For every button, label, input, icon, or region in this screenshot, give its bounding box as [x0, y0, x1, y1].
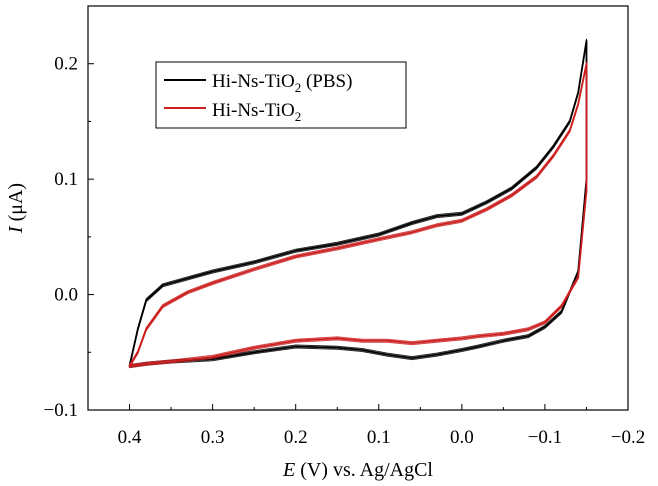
legend-label-pbs: Hi-Ns-TiO2 (PBS)	[212, 71, 352, 95]
y-axis-ticks: −0.1 0.0 0.1 0.2	[44, 54, 94, 421]
legend: Hi-Ns-TiO2 (PBS) Hi-Ns-TiO2	[155, 61, 407, 129]
x-axis-ticks: 0.4 0.3 0.2 0.1 0.0 −0.1 −0.2	[118, 404, 645, 448]
x-tick-label: 0.0	[450, 427, 474, 448]
x-tick-label: −0.1	[528, 427, 562, 448]
series-line-pbs	[129, 38, 587, 366]
plot-frame	[87, 5, 629, 411]
y-tick-label: 0.1	[54, 169, 78, 190]
legend-label-plain: Hi-Ns-TiO2	[212, 100, 301, 124]
y-tick-label: 0.2	[54, 54, 78, 75]
x-tick-label: 0.1	[367, 427, 391, 448]
x-tick-label: 0.3	[201, 427, 225, 448]
series-layer	[128, 38, 588, 369]
x-tick-label: 0.4	[118, 427, 142, 448]
series-line-plain	[129, 61, 587, 366]
y-tick-label: −0.1	[44, 400, 78, 421]
x-tick-label: 0.2	[284, 427, 308, 448]
y-axis-label: I (μA)	[5, 183, 27, 234]
legend-box	[155, 61, 407, 129]
x-tick-label: −0.2	[611, 427, 645, 448]
y-tick-label: 0.0	[54, 285, 78, 306]
x-axis-label: E (V) vs. Ag/AgCl	[282, 459, 433, 481]
